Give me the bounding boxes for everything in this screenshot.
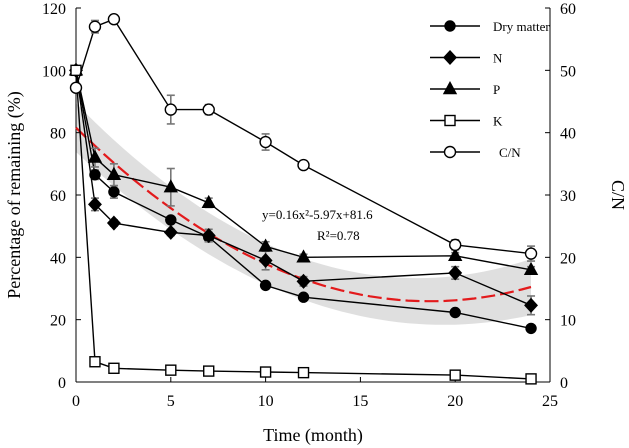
data-point — [523, 261, 539, 275]
y-tick-label: 80 — [50, 126, 66, 143]
y-tick-label: 60 — [50, 188, 66, 205]
x-tick-label: 10 — [258, 393, 274, 410]
y2-tick-label: 0 — [560, 375, 568, 392]
legend-marker — [443, 145, 457, 159]
data-point — [296, 273, 311, 289]
x-tick-label: 5 — [167, 393, 175, 410]
data-point — [89, 356, 101, 368]
legend-marker — [444, 20, 456, 32]
x-tick-label: 25 — [542, 393, 558, 410]
x-tick-label: 20 — [447, 393, 463, 410]
y2-tick-label: 20 — [560, 250, 576, 267]
fit-r2: R²=0.78 — [317, 228, 360, 243]
legend-label: K — [493, 114, 503, 129]
data-point — [69, 81, 83, 94]
data-point — [108, 186, 120, 198]
x-tick-label: 0 — [72, 393, 80, 410]
y-tick-label: 100 — [42, 63, 66, 80]
data-point — [259, 135, 272, 149]
label-layer: Time (month) Percentage of remaining (%)… — [4, 91, 628, 446]
y2-tick-label: 40 — [560, 126, 576, 143]
y-tick-label: 20 — [50, 313, 66, 330]
legend-marker — [442, 81, 458, 95]
data-point — [525, 373, 537, 385]
data-point — [164, 103, 178, 116]
data-point — [70, 64, 82, 77]
legend-entry: N — [430, 49, 503, 66]
legend-entry: P — [430, 81, 500, 97]
legend-label: Dry matter — [493, 19, 550, 34]
data-point — [259, 366, 272, 378]
data-point — [525, 322, 537, 335]
legend-label: C/N — [499, 145, 521, 160]
y2-tick-label: 10 — [560, 313, 576, 330]
series-layer — [68, 13, 539, 385]
y-tick-label: 0 — [58, 375, 66, 392]
x-axis-title: Time (month) — [263, 425, 363, 446]
data-point — [165, 214, 177, 226]
data-point — [258, 252, 273, 268]
data-point — [88, 20, 102, 33]
data-point — [449, 238, 462, 252]
data-point — [449, 369, 461, 381]
y2-axis-title: C/N — [608, 180, 628, 210]
data-point — [163, 179, 178, 193]
series-line — [75, 70, 532, 380]
legend-label: P — [493, 82, 500, 97]
series-p — [68, 62, 539, 275]
y-tick-label: 40 — [50, 250, 66, 267]
data-point — [165, 364, 177, 376]
data-point — [448, 247, 463, 261]
data-point — [201, 194, 216, 208]
data-point — [524, 247, 538, 260]
data-point — [203, 365, 215, 377]
data-point — [448, 265, 463, 281]
data-point — [296, 249, 311, 263]
series-c-n — [69, 13, 538, 262]
data-point — [201, 227, 216, 244]
data-point — [106, 215, 121, 231]
data-point — [259, 279, 272, 292]
data-point — [524, 297, 538, 313]
legend-label: N — [493, 51, 503, 66]
legend-entry: Dry matter — [430, 19, 550, 34]
series-k — [70, 64, 537, 385]
fit-equation: y=0.16x²-5.97x+81.6 — [262, 207, 373, 222]
data-point — [88, 196, 102, 212]
legend-entry: K — [430, 114, 503, 129]
data-point — [449, 306, 461, 319]
data-point — [297, 158, 310, 172]
y2-tick-label: 60 — [560, 1, 576, 18]
data-point — [297, 366, 310, 379]
legend-marker — [443, 49, 457, 66]
data-point — [202, 103, 215, 116]
data-point — [297, 291, 310, 303]
data-point — [89, 169, 101, 181]
legend: Dry matter N P K C/N — [430, 19, 550, 160]
data-point — [87, 149, 103, 163]
data-point — [108, 362, 120, 374]
legend-entry: C/N — [430, 145, 521, 160]
data-point — [163, 224, 178, 240]
y-axis-title: Percentage of remaining (%) — [4, 91, 25, 298]
data-point — [258, 238, 273, 252]
y2-tick-label: 50 — [560, 63, 576, 80]
legend-marker — [444, 114, 456, 127]
y2-tick-label: 30 — [560, 188, 576, 205]
data-point — [107, 13, 121, 26]
y-tick-label: 120 — [42, 1, 66, 18]
data-point — [106, 166, 122, 180]
x-tick-label: 15 — [352, 393, 368, 410]
